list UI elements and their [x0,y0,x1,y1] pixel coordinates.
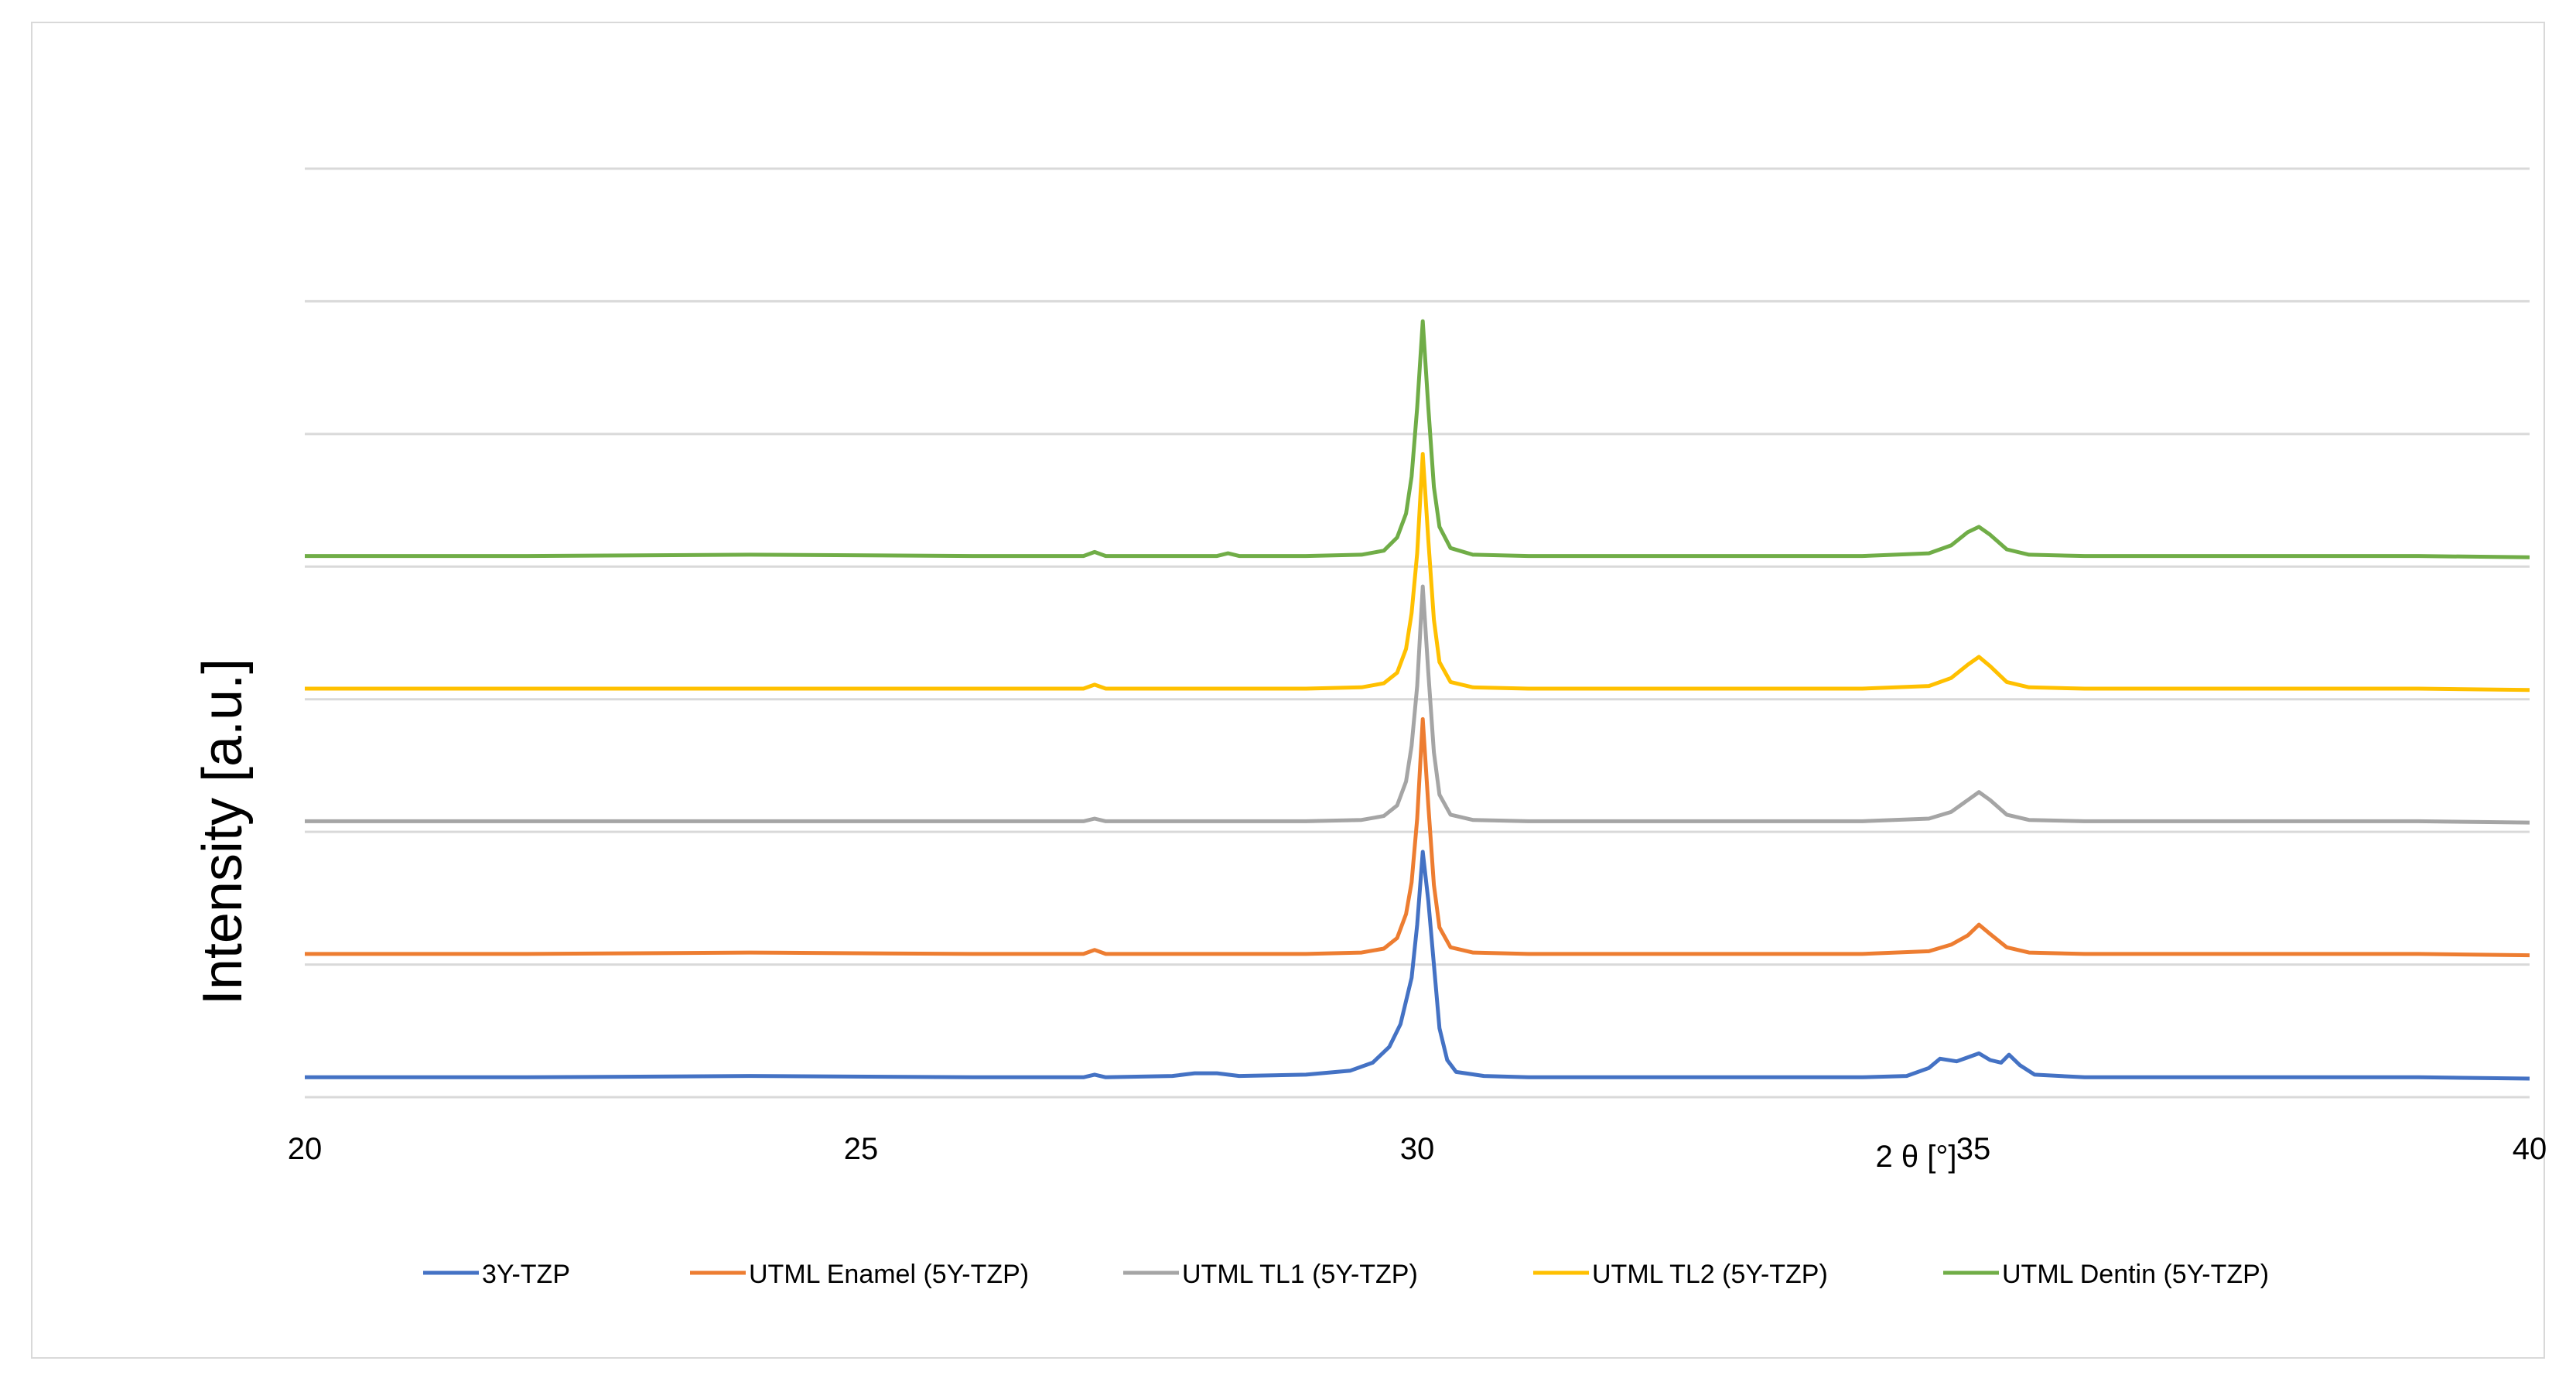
series-line [305,452,2530,692]
legend-item: UTML TL1 (5Y-TZP) [1123,1260,1418,1289]
legend-label: UTML TL2 (5Y-TZP) [1592,1260,1828,1289]
y-axis-label: Intensity [a.u.] [192,658,254,1005]
legend-item: 3Y-TZP [423,1260,570,1289]
xrd-line-chart: 20 25 30 35 40 2 θ [°] Intensity [a.u.] 3Y-T… [192,167,2547,1289]
series-lines [305,319,2530,1081]
x-tick-label: 35 [1956,1132,1991,1166]
legend-label: UTML Enamel (5Y-TZP) [749,1260,1029,1289]
x-tick-label: 40 [2513,1132,2547,1166]
series-line [305,319,2530,559]
legend-item: UTML Enamel (5Y-TZP) [690,1260,1029,1289]
x-tick-label: 25 [844,1132,879,1166]
legend-label: 3Y-TZP [482,1260,570,1289]
chart-area: 20 25 30 35 40 2 θ [°] Intensity [a.u.] 3Y-T… [31,22,2547,1359]
x-tick-label: 30 [1400,1132,1435,1166]
gridlines [305,167,2530,1099]
x-tick-label: 20 [288,1132,323,1166]
x-axis-ticks: 20 25 30 35 40 [288,1132,2547,1166]
legend-item: UTML Dentin (5Y-TZP) [1943,1260,2269,1289]
series-line [305,716,2530,958]
legend: 3Y-TZP UTML Enamel (5Y-TZP) UTML TL1 (5Y-T… [423,1260,2269,1289]
legend-label: UTML TL1 (5Y-TZP) [1182,1260,1418,1289]
x-axis-label: 2 θ [°] [1876,1140,1957,1174]
legend-item: UTML TL2 (5Y-TZP) [1533,1260,1828,1289]
series-line [305,850,2530,1081]
series-line [305,584,2530,825]
legend-label: UTML Dentin (5Y-TZP) [2002,1260,2269,1289]
